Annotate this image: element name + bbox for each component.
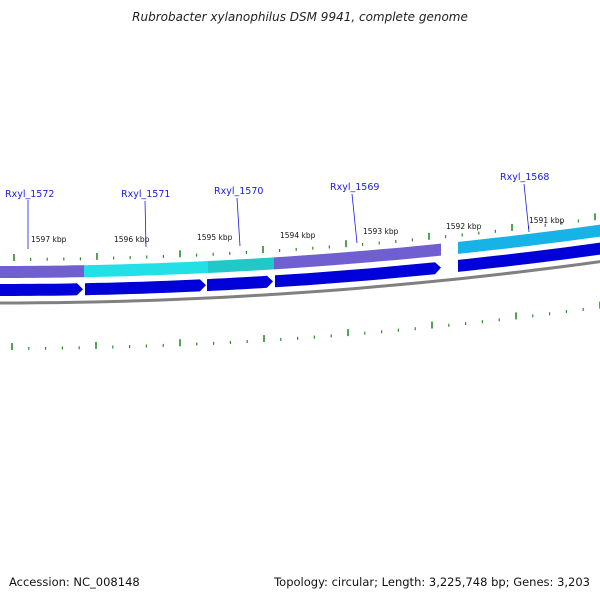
gene-label-rxyl-1572[interactable]: Rxyl_1572 <box>5 189 54 200</box>
gene-label-rxyl-1570[interactable]: Rxyl_1570 <box>214 186 263 197</box>
cds-arrow-rxyl-1572 <box>0 283 83 296</box>
leader-line-rxyl-1569 <box>351 193 358 244</box>
genome-info-text: Topology: circular; Length: 3,225,748 bp… <box>274 575 590 589</box>
leader-line-rxyl-1570 <box>236 197 241 247</box>
cds-arrow-rxyl-1571 <box>85 279 206 296</box>
feature-rxyl-1570 <box>208 257 274 273</box>
tick-row-lower <box>11 301 600 350</box>
cds-track <box>0 242 600 296</box>
feature-rxyl-1572 <box>0 265 84 278</box>
genome-backbone <box>0 260 600 305</box>
gene-label-rxyl-1568[interactable]: Rxyl_1568 <box>500 172 549 183</box>
map-title: Rubrobacter xylanophilus DSM 9941, compl… <box>132 10 468 24</box>
cds-arrow-rxyl-1570 <box>207 275 273 292</box>
feature-rxyl-1568 <box>458 224 600 254</box>
leader-line-rxyl-1568 <box>523 183 530 233</box>
feature-band <box>0 224 600 278</box>
cds-arrow-rxyl-1568 <box>458 242 600 272</box>
leader-line-rxyl-1571 <box>144 200 147 248</box>
kbp-label-1594: 1594 kbp <box>280 231 316 240</box>
kbp-label-1591: 1591 kbp <box>529 216 565 225</box>
gene-label-rxyl-1569[interactable]: Rxyl_1569 <box>330 182 379 193</box>
kbp-label-1593: 1593 kbp <box>363 227 399 236</box>
kbp-label-1596: 1596 kbp <box>114 235 150 244</box>
tick-row-upper <box>13 213 596 261</box>
feature-rxyl-1569 <box>274 243 441 270</box>
kbp-label-1595: 1595 kbp <box>197 233 233 242</box>
gene-label-rxyl-1571[interactable]: Rxyl_1571 <box>121 189 170 200</box>
kbp-label-1597: 1597 kbp <box>31 235 67 244</box>
kbp-label-1592: 1592 kbp <box>446 222 482 231</box>
feature-rxyl-1571 <box>84 261 208 278</box>
cds-arrow-rxyl-1569 <box>275 262 441 288</box>
accession-text: Accession: NC_008148 <box>9 575 140 589</box>
